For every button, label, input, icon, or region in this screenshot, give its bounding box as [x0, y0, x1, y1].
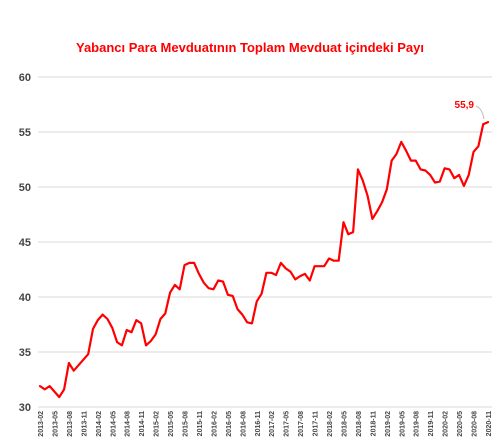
x-tick-label: 2019-08 — [414, 411, 421, 437]
x-tick-label: 2013-11 — [81, 411, 88, 436]
x-tick-label: 2020-05 — [457, 411, 464, 437]
x-tick-label: 2014-08 — [125, 411, 132, 437]
x-tick-label: 2016-02 — [211, 411, 218, 437]
x-tick-label: 2018-11 — [370, 411, 377, 436]
x-tick-label: 2018-05 — [341, 411, 348, 437]
x-tick-label: 2020-02 — [443, 411, 450, 437]
x-tick-label: 2017-02 — [269, 411, 276, 437]
x-tick-label: 2014-02 — [96, 411, 103, 437]
x-tick-label: 2014-11 — [139, 411, 146, 436]
chart-title: Yabancı Para Mevduatının Toplam Mevduat … — [76, 40, 424, 55]
y-tick-label: 40 — [19, 292, 31, 304]
y-tick-label: 60 — [19, 72, 31, 84]
x-tick-label: 2013-08 — [67, 411, 74, 437]
x-tick-label: 2015-08 — [183, 411, 190, 437]
data-label: 55,9 — [455, 100, 475, 111]
x-tick-label: 2017-08 — [298, 411, 305, 437]
x-tick-label: 2019-05 — [399, 411, 406, 437]
y-tick-label: 55 — [19, 127, 31, 139]
x-tick-label: 2016-05 — [226, 411, 233, 437]
x-tick-label: 2019-02 — [385, 411, 392, 437]
annotation-leader — [475, 105, 485, 120]
x-tick-label: 2018-02 — [327, 411, 334, 437]
x-tick-label: 2016-08 — [240, 411, 247, 437]
y-tick-label: 35 — [19, 347, 31, 359]
x-tick-label: 2013-02 — [38, 411, 45, 437]
x-tick-label: 2013-05 — [52, 411, 59, 437]
x-tick-label: 2020-11 — [486, 411, 493, 436]
x-tick-label: 2019-11 — [428, 411, 435, 436]
x-tick-label: 2017-05 — [284, 411, 291, 437]
series-line — [38, 120, 490, 399]
y-tick-label: 45 — [19, 237, 31, 249]
x-tick-label: 2020-08 — [472, 411, 479, 437]
x-tick-label: 2015-02 — [154, 411, 161, 437]
x-tick-label: 2016-11 — [255, 411, 262, 436]
y-tick-label: 50 — [19, 182, 31, 194]
y-tick-label: 30 — [19, 402, 31, 414]
x-tick-label: 2014-05 — [110, 411, 117, 437]
x-tick-label: 2018-08 — [356, 411, 363, 437]
x-tick-label: 2017-11 — [313, 411, 320, 436]
x-tick-label: 2015-11 — [197, 411, 204, 436]
x-tick-label: 2015-05 — [168, 411, 175, 437]
